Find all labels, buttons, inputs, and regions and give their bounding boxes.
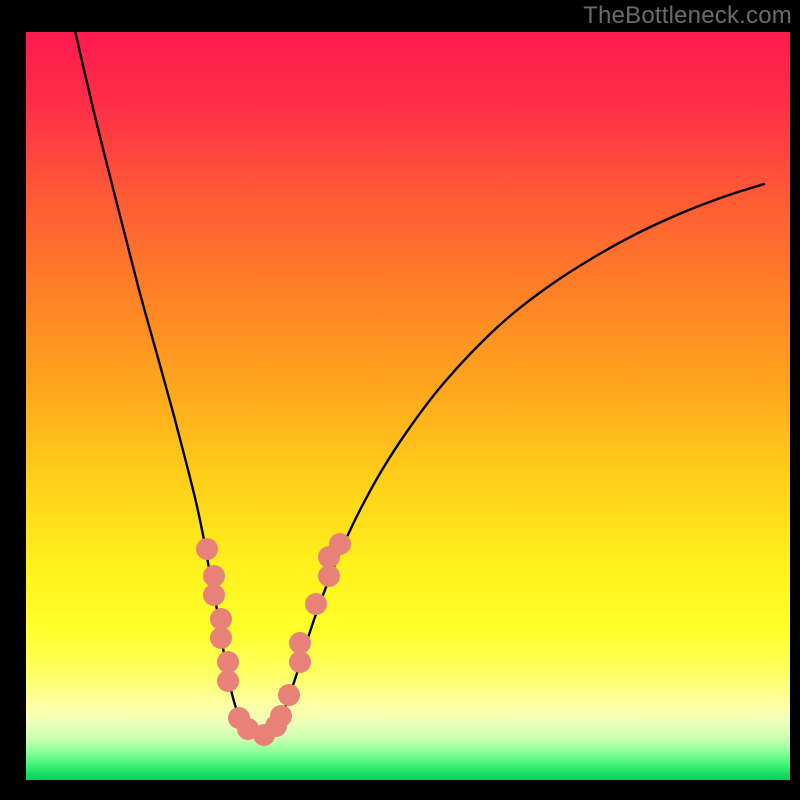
data-dot [270,705,292,727]
chart-plot-area [26,32,790,780]
data-dot [217,670,239,692]
curve-left-arm [68,32,266,735]
data-dot [305,593,327,615]
data-dot [289,632,311,654]
watermark-text: TheBottleneck.com [583,2,792,30]
data-dot [318,565,340,587]
data-dot [329,533,351,555]
data-dot [278,684,300,706]
bottleneck-curve [26,32,790,780]
data-dot [289,651,311,673]
data-dot [196,538,218,560]
data-dot [210,627,232,649]
curve-right-arm [266,184,764,734]
data-dot [203,584,225,606]
